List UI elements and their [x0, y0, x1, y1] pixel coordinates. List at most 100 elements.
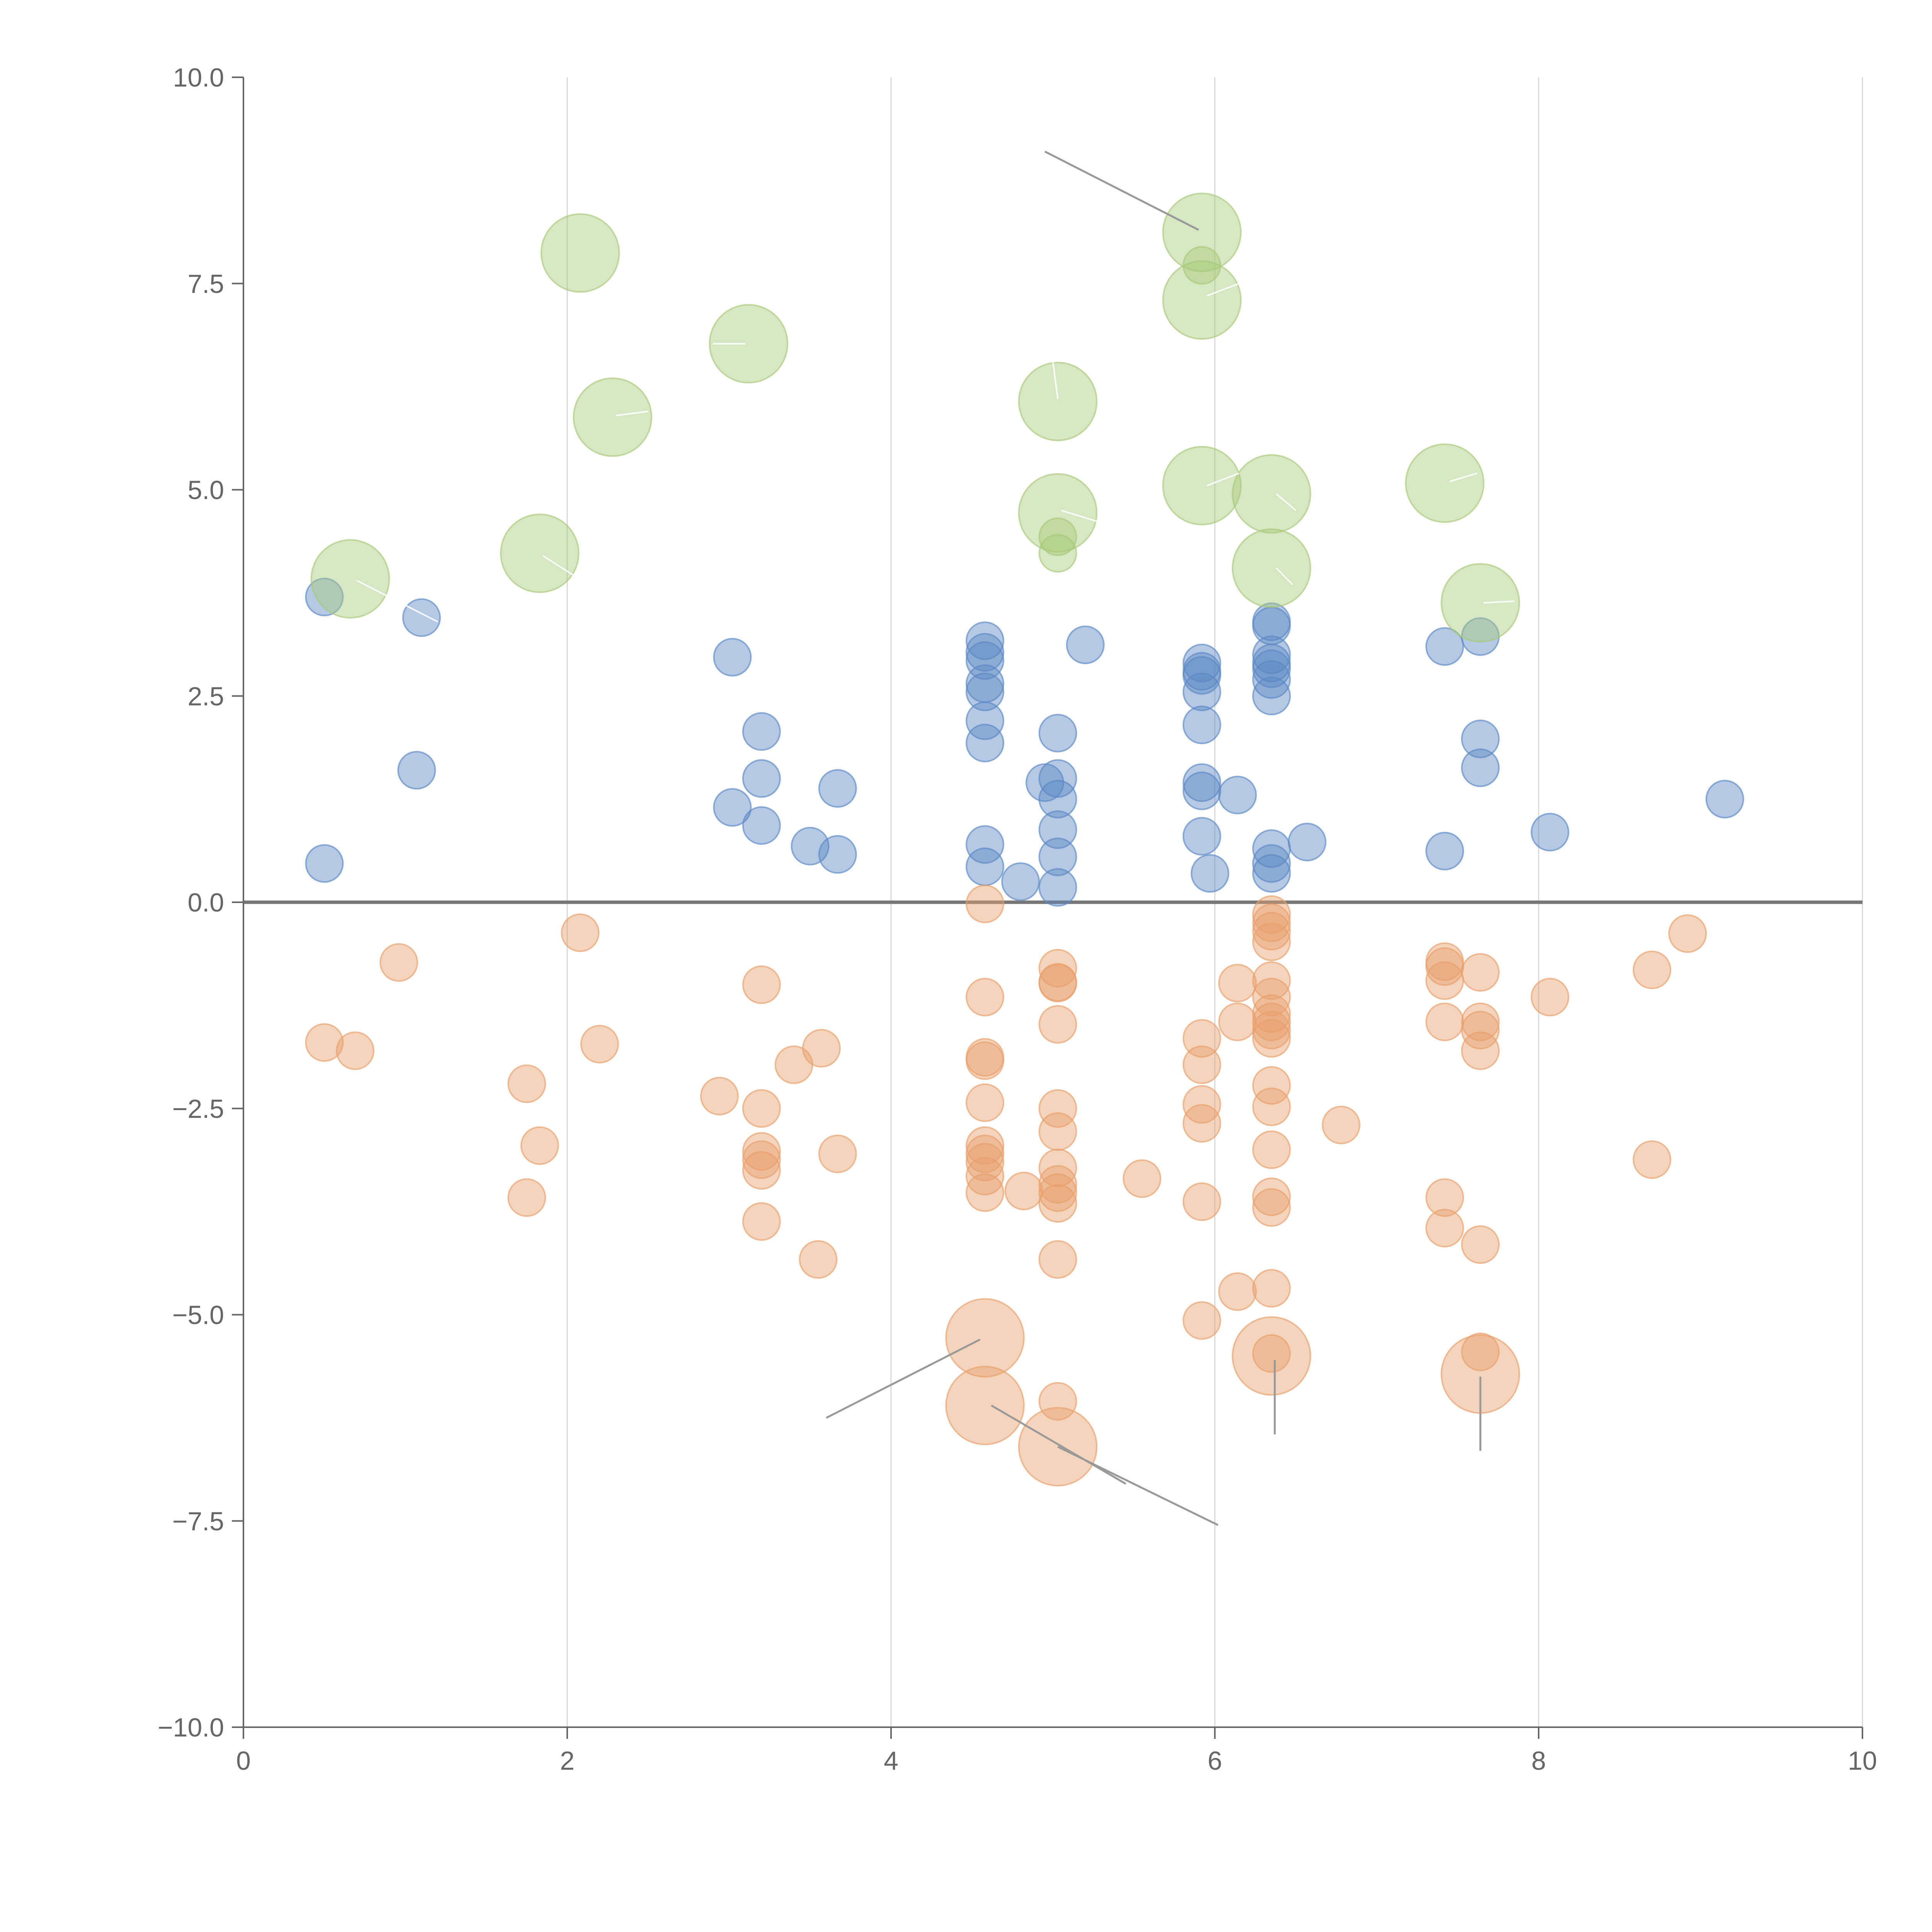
data-point-negative: [336, 1031, 375, 1070]
data-point-negative: [507, 1064, 546, 1103]
data-point-positive: [1182, 771, 1221, 810]
data-point-negative: [1252, 1177, 1291, 1216]
annotation-leader-lines: [356, 150, 1515, 1526]
y-tick-label: −2.5: [172, 1094, 224, 1124]
leader-line-light: [1061, 509, 1102, 524]
data-point-positive: [305, 578, 344, 617]
data-point-positive: [966, 825, 1005, 864]
data-point-positive: [1461, 748, 1500, 787]
data-point-positive: [397, 751, 436, 790]
data-point-negative: [966, 1134, 1005, 1173]
data-point-negative: [966, 1173, 1005, 1212]
data-point-negative: [379, 943, 418, 982]
data-point-highlight-positive: [1162, 192, 1242, 272]
data-point-negative: [1252, 1130, 1291, 1169]
data-point-negative: [1252, 1269, 1291, 1308]
data-point-positive: [818, 835, 857, 874]
data-point-negative: [966, 1156, 1005, 1196]
data-point-positive: [1252, 660, 1291, 699]
data-point-positive: [1705, 780, 1744, 819]
data-point-negative: [1038, 1382, 1077, 1421]
data-point-negative: [1004, 1172, 1043, 1211]
data-point-negative: [1425, 961, 1464, 1000]
data-point-positive: [1252, 643, 1291, 682]
data-point-positive: [402, 598, 441, 637]
data-point-negative: [1461, 1010, 1500, 1049]
data-point-positive: [1218, 776, 1257, 815]
data-point-positive: [1190, 854, 1230, 893]
y-tick-label: 2.5: [187, 682, 224, 711]
data-point-negative: [1252, 912, 1291, 951]
data-point-highlight-positive: [1162, 260, 1242, 340]
data-point-negative: [1252, 961, 1291, 1000]
data-point-positive: [1182, 672, 1221, 711]
data-point-negative: [1038, 1089, 1077, 1128]
leader-line: [1044, 150, 1199, 231]
leader-line-light: [1052, 362, 1059, 399]
data-point-positive: [1252, 677, 1291, 716]
data-point-negative: [799, 1240, 838, 1279]
data-point-positive: [1252, 649, 1291, 688]
data-point-negative: [1038, 1184, 1077, 1223]
x-tick-label: 2: [560, 1746, 575, 1776]
data-point-highlight-positive: [1018, 473, 1098, 553]
data-point-highlight-positive: [500, 514, 580, 593]
data-point-negative: [1461, 1332, 1500, 1371]
data-point-positive: [1038, 837, 1077, 876]
leader-line-light: [1449, 472, 1478, 483]
data-point-positive: [742, 759, 781, 798]
x-tick-label: 10: [1848, 1746, 1877, 1776]
data-point-negative: [1252, 1334, 1291, 1373]
data-point-positive: [742, 806, 781, 845]
data-point-negative: [1252, 1188, 1291, 1227]
data-point-positive: [1038, 759, 1077, 798]
data-point-positive: [818, 769, 857, 808]
data-point-negative: [305, 1023, 344, 1062]
data-point-negative: [742, 1140, 781, 1179]
data-point-negative: [966, 1126, 1005, 1165]
data-point-negative: [966, 884, 1005, 923]
leader-line-light: [1276, 567, 1293, 585]
leader-line-light: [1206, 282, 1240, 297]
y-tick-label: −5.0: [172, 1301, 224, 1330]
data-point-negative: [1461, 1225, 1500, 1264]
data-point-negative: [1633, 1140, 1672, 1179]
data-point-negative: [966, 1143, 1005, 1182]
data-point-negative: [1182, 1019, 1221, 1058]
data-point-negative: [1633, 951, 1672, 990]
y-tick-label: 7.5: [187, 269, 224, 299]
data-point-positive: [1001, 862, 1040, 901]
data-point-positive: [1252, 854, 1291, 893]
data-point-positive: [1287, 823, 1327, 862]
data-point-positive: [966, 723, 1005, 762]
data-point-negative: [1038, 1112, 1077, 1151]
annotation-label-r: R: [917, 1376, 950, 1428]
data-point-negative: [1182, 1045, 1221, 1084]
y-tick-label: 5.0: [187, 476, 224, 505]
data-point-negative: [1461, 1031, 1500, 1070]
leader-line-light: [616, 410, 648, 417]
data-point-highlight-negative: [945, 1366, 1025, 1446]
data-point-negative: [1038, 964, 1077, 1003]
data-point-positive: [742, 712, 781, 751]
axes: 10.0 7.5 5.0 2.5 0.0 −2.5 −5.0 −7.5 −10.0 0 2 4 6 8 10: [158, 63, 1877, 1776]
y-tick-label: 0.0: [187, 888, 224, 917]
y-tick-label: −7.5: [172, 1507, 224, 1536]
data-point-negative: [1182, 1182, 1221, 1221]
data-point-positive: [1182, 763, 1221, 802]
data-point-negative: [1531, 978, 1570, 1017]
data-point-positive: [1182, 643, 1221, 682]
data-point-highlight-positive: [709, 304, 789, 384]
data-point-negative: [1668, 914, 1707, 953]
data-point-negative: [742, 1151, 781, 1190]
data-point-negative: [700, 1077, 739, 1116]
leader-line: [1057, 1446, 1219, 1526]
data-point-positive: [966, 847, 1005, 886]
data-point-negative: [1425, 1209, 1464, 1248]
data-point-positive: [1182, 817, 1221, 856]
data-point-negative: [1038, 949, 1077, 988]
data-point-negative: [1252, 895, 1291, 934]
data-point-highlight-negative: [1231, 1316, 1311, 1396]
data-point-negative: [1252, 1087, 1291, 1126]
